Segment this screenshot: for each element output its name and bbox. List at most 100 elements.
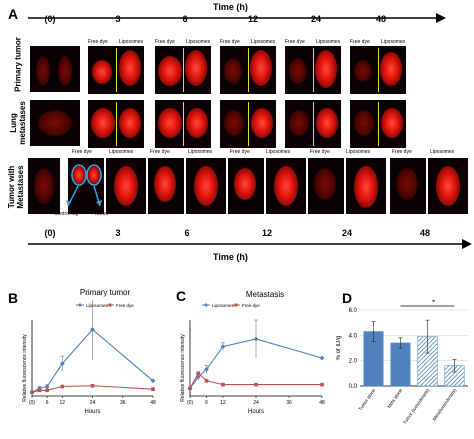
image-tumor-mets-12h-free-dye <box>228 158 264 214</box>
time-tick-12-top: 12 <box>247 14 258 24</box>
significance-star: * <box>432 300 435 307</box>
y-tick-label: 0.0 <box>349 384 358 390</box>
divider-line <box>183 102 184 146</box>
caption-free-dye: Free dye <box>88 39 108 45</box>
x-tick-label: 36 <box>286 400 292 406</box>
chart-c: (0) 6 12 24 36 48 Hours Relative fluorescence i… <box>180 303 325 415</box>
image-lung-0h <box>30 100 80 146</box>
caption-free-dye: Free dye <box>72 149 92 155</box>
image-lung-48h <box>350 100 406 148</box>
signal-blob <box>354 110 374 136</box>
y-tick-label: 2.0 <box>349 359 358 365</box>
bar <box>390 342 411 387</box>
panel-b-letter: B <box>8 290 19 306</box>
divider-line <box>378 48 379 92</box>
signal-blob <box>396 168 418 200</box>
panel-d-letter: D <box>342 290 353 306</box>
y-tick-label: 4.0 <box>349 333 358 339</box>
x-tick-label: 24 <box>90 400 96 406</box>
image-lung-6h <box>155 100 211 148</box>
image-tumor-mets-48h-free-dye <box>390 158 426 214</box>
caption-free-dye: Free dye <box>155 39 175 45</box>
time-tick-0-top: (0) <box>44 14 56 24</box>
time-tick-12-bottom: 12 <box>261 228 272 238</box>
data-point <box>37 388 42 393</box>
signal-blob <box>186 108 208 138</box>
category-label: Tumor alone <box>358 387 377 411</box>
image-tumor-mets-3h-liposomes <box>106 158 146 214</box>
signal-blob <box>234 168 256 200</box>
x-tick-label: 12 <box>220 400 226 406</box>
image-tumor-mets-6h-liposomes <box>186 158 226 214</box>
caption-free-dye: Free dye <box>220 39 240 45</box>
legend-marker <box>234 303 238 307</box>
signal-blob <box>34 168 54 204</box>
signal-blob <box>185 50 207 86</box>
signal-blob <box>354 166 378 208</box>
chart-b-title: Primary tumor <box>79 288 131 297</box>
data-point <box>204 367 209 372</box>
time-axis-title-bottom: Time (h) <box>213 252 248 262</box>
divider-line <box>248 48 249 92</box>
signal-blob <box>380 52 402 86</box>
image-primary-6h <box>155 46 211 94</box>
signal-blob <box>36 56 50 86</box>
legend-label: Liposomes <box>86 303 109 308</box>
signal-blob <box>88 166 100 184</box>
caption-free-dye: Free dye <box>230 149 250 155</box>
signal-blob <box>289 58 307 84</box>
time-tick-0-bottom: (0) <box>44 228 56 238</box>
x-tick-label: 12 <box>59 400 65 406</box>
x-tick-label: 36 <box>120 400 126 406</box>
data-point <box>45 388 49 393</box>
time-tick-3-bottom: 3 <box>115 228 121 238</box>
image-primary-0h <box>30 46 80 92</box>
signal-blob <box>73 166 85 184</box>
y-axis-label: Relative fluorescence intensity <box>22 334 28 402</box>
signal-blob <box>114 166 138 206</box>
caption-liposomes: Liposomes <box>109 149 134 155</box>
row-label-tumor-with-metastases: Tumor with Metastases <box>7 165 25 209</box>
image-lung-3h <box>88 100 144 148</box>
data-point <box>204 379 209 383</box>
image-primary-12h <box>220 46 276 94</box>
caption-free-dye: Free dye <box>350 39 370 45</box>
time-tick-24-top: 24 <box>310 14 321 24</box>
signal-blob <box>316 108 338 138</box>
image-tumor-mets-6h-free-dye <box>148 158 184 214</box>
image-tumor-mets-24h-free-dye <box>308 158 344 214</box>
chart-d: 0.0 2.0 4.0 6.0 % of ID/g Tumor alone Mets alo… <box>336 300 468 425</box>
data-point <box>59 361 65 367</box>
image-primary-24h <box>285 46 341 94</box>
caption-free-dye: Free dye <box>310 149 330 155</box>
caption-liposomes: Liposomes <box>316 39 341 45</box>
category-label: Mets(tumor&mets) <box>432 387 458 421</box>
image-lung-24h <box>285 100 341 148</box>
x-tick-label: (0) <box>187 400 193 406</box>
time-axis-title-top: Time (h) <box>213 2 248 12</box>
time-arrow-bottom <box>28 239 472 249</box>
time-tick-48-top: 48 <box>375 14 386 24</box>
time-tick-48-bottom: 48 <box>419 228 430 238</box>
image-tumor-mets-12h-liposomes <box>266 158 306 214</box>
data-point <box>254 382 258 387</box>
divider-line <box>116 48 117 92</box>
data-point <box>150 378 156 384</box>
signal-blob <box>436 166 460 206</box>
x-tick-label: 6 <box>46 400 49 406</box>
x-tick-label: 6 <box>205 400 208 406</box>
signal-blob <box>119 50 141 86</box>
signal-blob <box>381 108 403 138</box>
data-point <box>319 355 325 361</box>
signal-blob <box>154 166 176 202</box>
x-tick-label: (0) <box>29 400 35 406</box>
signal-blob <box>119 108 141 138</box>
signal-blob <box>251 108 273 138</box>
row-label-lung-metastases: Lung metastases <box>9 101 27 145</box>
annotation-tumor: Tumor <box>94 211 109 217</box>
caption-liposomes: Liposomes <box>251 39 276 45</box>
signal-blob <box>224 110 244 136</box>
x-axis-label: Hours <box>84 409 100 415</box>
x-axis-label: Hours <box>248 409 264 415</box>
x-tick-label: 24 <box>253 400 259 406</box>
